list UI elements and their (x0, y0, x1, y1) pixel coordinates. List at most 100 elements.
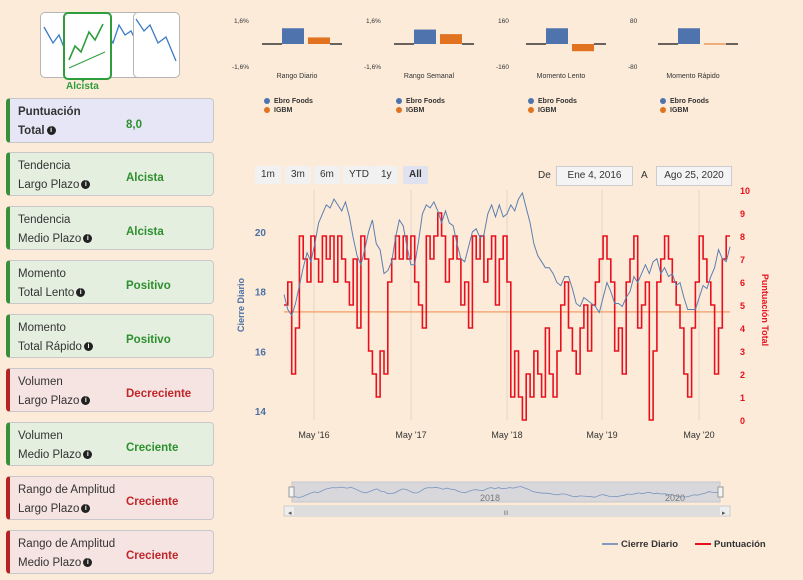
legend-dot-icon (528, 107, 534, 114)
mini-top-tick: 80 (630, 18, 638, 25)
legend-dot-icon (660, 107, 666, 114)
trend-selected-label: Alcista (66, 81, 99, 92)
mini-chart-label: Rango Semanal (403, 73, 455, 80)
card-title-line2: Medio Plazo i (18, 449, 93, 461)
mini-legend-item[interactable]: IGBM (264, 107, 313, 114)
mini-legend: Ebro Foods IGBM (660, 98, 709, 116)
x-tick-label: May '19 (586, 430, 617, 440)
info-icon[interactable]: i (83, 234, 93, 244)
mini-chart-svg: 80 -80 (628, 18, 746, 71)
y-right-tick-label: 10 (740, 186, 750, 196)
mini-chart-label: Momento Rápido (666, 73, 720, 80)
info-icon[interactable]: i (81, 504, 91, 514)
mini-top-tick: 1,6% (366, 18, 381, 25)
card-title-line1: Volumen (18, 376, 63, 388)
mini-chart: 1,6% -1,6% Rango Diario Ebro Foods IGBM (232, 14, 350, 114)
navigator-handle-right[interactable] (717, 486, 724, 498)
card-value: Creciente (126, 496, 179, 508)
range-button-6m[interactable]: 6m (314, 166, 340, 184)
card-title-line1: Momento (18, 322, 66, 334)
score-card[interactable]: Volumen Medio Plazo i Creciente (6, 422, 214, 466)
mini-bottom-tick: -1,6% (364, 64, 381, 70)
legend-score-icon (695, 543, 711, 545)
navigator-scrollbar-thumb[interactable] (294, 507, 720, 515)
card-value: Creciente (126, 442, 179, 454)
range-button-1y[interactable]: 1y (375, 166, 398, 184)
score-card[interactable]: Puntuación Total i 8,0 (6, 98, 214, 143)
score-card[interactable]: Momento Total Lento i Positivo (6, 260, 214, 304)
mini-chart: 160 -160 Momento Lento Ebro Foods IGBM (496, 14, 614, 114)
mini-legend-item[interactable]: IGBM (528, 107, 577, 114)
info-icon[interactable]: i (83, 558, 93, 568)
card-title-line2: Largo Plazo i (18, 503, 91, 515)
trend-down-icon (135, 18, 177, 62)
info-icon[interactable]: i (83, 450, 93, 460)
range-button-all[interactable]: All (403, 166, 428, 184)
x-tick-label: May '18 (491, 430, 522, 440)
mini-legend-item[interactable]: Ebro Foods (264, 98, 313, 105)
mini-legend: Ebro Foods IGBM (264, 98, 313, 116)
y-right-tick-label: 5 (740, 301, 745, 311)
range-button-1m[interactable]: 1m (255, 166, 281, 184)
card-value: Alcista (126, 226, 164, 238)
range-button-ytd[interactable]: YTD (343, 166, 375, 184)
mini-legend-item[interactable]: Ebro Foods (396, 98, 445, 105)
legend-score-label[interactable]: Puntuación (714, 539, 766, 550)
from-label: De (538, 170, 551, 181)
info-icon[interactable]: i (81, 396, 91, 406)
info-icon[interactable]: i (83, 342, 93, 352)
series-score-line (284, 212, 730, 421)
range-button-3m[interactable]: 3m (285, 166, 311, 184)
mini-legend-item[interactable]: IGBM (660, 107, 709, 114)
mini-legend-item[interactable]: IGBM (396, 107, 445, 114)
card-title-line2: Medio Plazo i (18, 557, 93, 569)
mini-legend-text: Ebro Foods (274, 98, 313, 105)
mini-bottom-tick: -80 (628, 64, 638, 70)
to-label: A (641, 170, 648, 181)
from-date-input[interactable]: Ene 4, 2016 (556, 166, 633, 186)
mini-legend-text: IGBM (274, 107, 293, 114)
mini-legend-item[interactable]: Ebro Foods (660, 98, 709, 105)
score-card[interactable]: Momento Total Rápido i Positivo (6, 314, 214, 358)
card-value: Positivo (126, 280, 171, 292)
info-icon[interactable]: i (76, 288, 86, 298)
mini-bar-igbm (308, 37, 330, 44)
score-card[interactable]: Tendencia Largo Plazo i Alcista (6, 152, 214, 196)
navigator-window[interactable] (291, 481, 721, 503)
mini-chart-svg: 1,6% -1,6% (364, 18, 482, 71)
score-card[interactable]: Tendencia Medio Plazo i Alcista (6, 206, 214, 250)
legend-dot-icon (396, 98, 402, 105)
card-title-line1: Rango de Amplitud (18, 538, 116, 550)
card-title-line1: Tendencia (18, 214, 71, 226)
legend-close-label[interactable]: Cierre Diario (621, 539, 679, 550)
card-title-line1: Rango de Amplitud (18, 484, 116, 496)
card-title-line1: Puntuación (18, 106, 81, 118)
mini-legend-item[interactable]: Ebro Foods (528, 98, 577, 105)
y-left-tick-label: 14 (255, 407, 267, 418)
series-close-line (283, 191, 731, 317)
score-card[interactable]: Rango de Amplitud Medio Plazo i Creciente (6, 530, 214, 574)
mini-bar-igbm (704, 43, 726, 45)
card-title-line1: Tendencia (18, 160, 71, 172)
y-left-axis-title: Cierre Diario (236, 277, 246, 332)
mini-legend: Ebro Foods IGBM (528, 98, 577, 116)
mini-chart-label: Momento Lento (536, 73, 586, 80)
score-card[interactable]: Rango de Amplitud Largo Plazo i Creciente (6, 476, 214, 520)
legend-dot-icon (264, 107, 270, 114)
info-icon[interactable]: i (81, 180, 91, 190)
scroll-right-icon[interactable]: ▸ (722, 510, 726, 517)
x-tick-label: May '20 (683, 430, 714, 440)
card-value: 8,0 (126, 119, 142, 131)
score-card[interactable]: Volumen Largo Plazo i Decreciente (6, 368, 214, 412)
card-title-line1: Volumen (18, 430, 63, 442)
navigator-tick-label: 2020 (665, 493, 685, 503)
scroll-left-icon[interactable]: ◂ (288, 510, 292, 517)
mini-bottom-tick: -1,6% (232, 64, 249, 70)
to-date-input[interactable]: Ago 25, 2020 (656, 166, 732, 186)
info-icon[interactable]: i (46, 126, 56, 136)
mini-legend-text: Ebro Foods (538, 98, 577, 105)
scroll-grip-icon[interactable]: III (503, 511, 508, 517)
trend-thumb-down[interactable] (133, 12, 180, 78)
navigator-handle-left[interactable] (288, 486, 295, 498)
trend-thumb-up[interactable] (63, 12, 112, 80)
